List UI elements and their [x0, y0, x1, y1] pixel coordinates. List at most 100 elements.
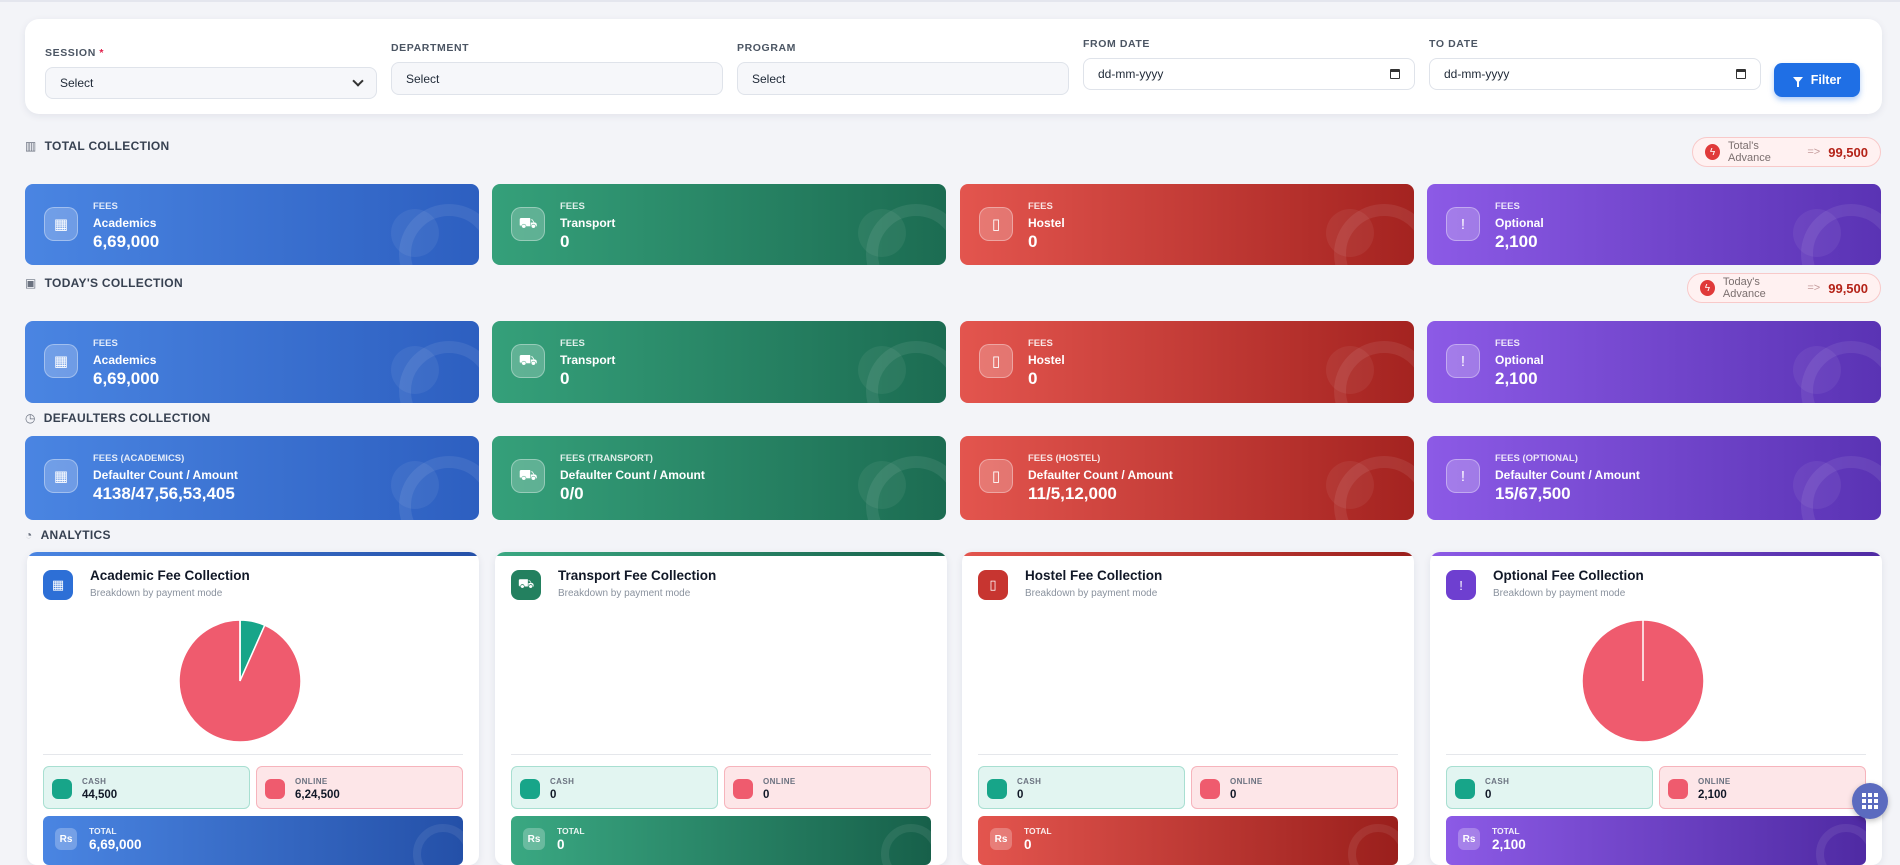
arrow-text: =>	[1807, 282, 1821, 294]
today-card-academics[interactable]: ▦ FEES Academics 6,69,000	[25, 321, 479, 403]
cash-value: 44,500	[82, 789, 118, 801]
bus-icon: ⛟	[511, 570, 541, 600]
analytics-card-transport: ⛟ Transport Fee Collection Breakdown by pa…	[495, 552, 947, 865]
calendar-check-icon: ▣	[25, 276, 37, 290]
cash-label: CASH	[1017, 777, 1042, 786]
total-card-optional[interactable]: ! FEES Optional 2,100	[1427, 184, 1881, 265]
card-value: 2,100	[1495, 232, 1538, 251]
payment-mode-pie-chart[interactable]	[178, 619, 302, 743]
total-value: 6,69,000	[89, 837, 142, 852]
online-value: 2,100	[1698, 789, 1727, 801]
program-select[interactable]: Select	[737, 62, 1069, 95]
rupee-icon: Rs	[990, 828, 1012, 850]
card-name: Hostel	[1028, 353, 1065, 367]
today-advance-badge: ϟ Today's Advance => 99,500	[1687, 273, 1881, 303]
bus-icon: ⛟	[511, 207, 545, 241]
card-name: Defaulter Count / Amount	[93, 468, 238, 482]
department-select-value: Select	[406, 71, 440, 86]
analytics-card-subtitle: Breakdown by payment mode	[90, 588, 223, 599]
analytics-card-title: Transport Fee Collection	[558, 568, 717, 583]
chevron-down-icon	[352, 75, 364, 87]
total-stat: Rs TOTAL 6,69,000	[43, 816, 463, 865]
rupee-icon: Rs	[523, 828, 545, 850]
top-border	[0, 0, 1900, 2]
card-accent-bar	[962, 552, 1414, 556]
total-card-academics[interactable]: ▦ FEES Academics 6,69,000	[25, 184, 479, 265]
rupee-icon: Rs	[1458, 828, 1480, 850]
card-name: Defaulter Count / Amount	[560, 468, 705, 482]
total-label: TOTAL	[1024, 826, 1052, 836]
analytics-card-hostel: ▯ Hostel Fee Collection Breakdown by payme…	[962, 552, 1414, 865]
defaulter-card-defaulter-count-amount[interactable]: ⛟ FEES (TRANSPORT) Defaulter Count / Amoun…	[492, 436, 946, 520]
card-value: 6,69,000	[93, 369, 160, 388]
session-select[interactable]: Select	[45, 67, 377, 99]
pie-slice-online[interactable]	[178, 619, 302, 743]
online-label: ONLINE	[1230, 777, 1263, 786]
filter-button[interactable]: Filter	[1774, 63, 1860, 97]
online-stat: ONLINE 2,100	[1659, 766, 1866, 809]
defaulters-title: DEFAULTERS COLLECTION	[43, 411, 211, 425]
today-card-transport[interactable]: ⛟ FEES Transport 0	[492, 321, 946, 403]
today-advance-label: Today's Advance	[1722, 276, 1766, 300]
analytics-card-title: Hostel Fee Collection	[1025, 568, 1163, 583]
card-kicker: FEES	[1495, 338, 1520, 349]
card-name: Academics	[93, 216, 157, 230]
total-card-transport[interactable]: ⛟ FEES Transport 0	[492, 184, 946, 265]
payment-mode-pie-chart[interactable]	[1581, 619, 1705, 743]
total-value: 2,100	[1492, 837, 1526, 852]
filter-button-label: Filter	[1810, 73, 1842, 87]
divider	[511, 754, 931, 755]
card-name: Transport	[560, 353, 616, 367]
info-icon: !	[1446, 459, 1480, 493]
cash-swatch	[1455, 779, 1475, 799]
card-name: Hostel	[1028, 216, 1065, 230]
total-advance-label: Total's Advance	[1728, 140, 1771, 164]
online-value: 6,24,500	[295, 789, 340, 801]
total-card-hostel[interactable]: ▯ FEES Hostel 0	[960, 184, 1414, 265]
from-date-filter: FROM DATE dd-mm-yyyy	[1083, 38, 1415, 90]
analytics-card-subtitle: Breakdown by payment mode	[558, 588, 691, 599]
department-select[interactable]: Select	[391, 62, 723, 95]
card-accent-bar	[495, 552, 947, 556]
card-value: 0	[1028, 232, 1038, 251]
rupee-icon: Rs	[55, 828, 77, 850]
card-kicker: FEES	[1028, 201, 1053, 212]
defaulter-card-defaulter-count-amount[interactable]: ! FEES (OPTIONAL) Defaulter Count / Amount…	[1427, 436, 1881, 520]
total-label: TOTAL	[1492, 826, 1520, 836]
session-label: SESSION	[45, 47, 96, 59]
cash-stat: CASH 0	[978, 766, 1185, 809]
calendar-icon: ▦	[44, 344, 78, 378]
today-card-optional[interactable]: ! FEES Optional 2,100	[1427, 321, 1881, 403]
total-stat: Rs TOTAL 0	[978, 816, 1398, 865]
defaulter-card-defaulter-count-amount[interactable]: ▯ FEES (HOSTEL) Defaulter Count / Amount 11…	[960, 436, 1414, 520]
info-icon: !	[1446, 344, 1480, 378]
from-date-placeholder: dd-mm-yyyy	[1098, 67, 1164, 81]
calendar-icon: ▦	[44, 207, 78, 241]
online-swatch	[1200, 779, 1220, 799]
calendar-icon[interactable]	[1736, 69, 1746, 79]
cash-swatch	[520, 779, 540, 799]
defaulter-card-defaulter-count-amount[interactable]: ▦ FEES (ACADEMICS) Defaulter Count / Amoun…	[25, 436, 479, 520]
cash-stat: CASH 0	[1446, 766, 1653, 809]
filter-panel: SESSION * Select DEPARTMENT Select PROGR…	[25, 19, 1882, 114]
today-card-hostel[interactable]: ▯ FEES Hostel 0	[960, 321, 1414, 403]
department-filter: DEPARTMENT Select	[391, 42, 723, 95]
session-select-value: Select	[60, 76, 94, 90]
cash-value: 0	[1485, 789, 1492, 801]
from-date-input[interactable]: dd-mm-yyyy	[1083, 58, 1415, 90]
cash-value: 0	[1017, 789, 1024, 801]
card-kicker: FEES (HOSTEL)	[1028, 453, 1101, 464]
total-stat: Rs TOTAL 2,100	[1446, 816, 1866, 865]
card-name: Optional	[1495, 216, 1544, 230]
apps-menu-button[interactable]	[1852, 783, 1888, 819]
online-swatch	[265, 779, 285, 799]
online-stat: ONLINE 0	[1191, 766, 1398, 809]
divider	[1446, 754, 1866, 755]
to-date-label: TO DATE	[1429, 38, 1479, 50]
card-name: Optional	[1495, 353, 1544, 367]
to-date-input[interactable]: dd-mm-yyyy	[1429, 58, 1761, 90]
calendar-icon[interactable]	[1390, 69, 1400, 79]
card-value: 6,69,000	[93, 232, 160, 251]
card-value: 0/0	[560, 484, 584, 503]
cash-label: CASH	[550, 777, 575, 786]
